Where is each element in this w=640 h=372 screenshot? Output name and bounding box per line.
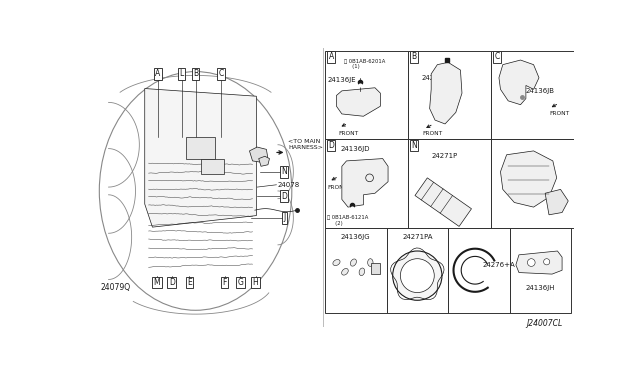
Text: J24007CL: J24007CL <box>527 319 563 328</box>
Bar <box>492 51 575 140</box>
Text: B: B <box>193 70 198 78</box>
Polygon shape <box>415 178 472 227</box>
Text: 24230QA: 24230QA <box>422 75 454 81</box>
Ellipse shape <box>359 268 365 276</box>
Bar <box>325 51 408 140</box>
Text: C: C <box>495 52 500 61</box>
Text: F: F <box>223 278 227 287</box>
Text: L: L <box>180 70 184 78</box>
Bar <box>325 140 408 228</box>
Polygon shape <box>516 251 562 274</box>
Text: A: A <box>328 52 333 61</box>
Text: D: D <box>169 278 175 287</box>
Bar <box>371 263 380 274</box>
Ellipse shape <box>350 259 356 266</box>
Text: D: D <box>328 141 334 150</box>
Text: 24078: 24078 <box>277 182 300 188</box>
Circle shape <box>393 251 442 300</box>
Text: FRONT: FRONT <box>338 131 358 136</box>
Text: FRONT: FRONT <box>549 112 569 116</box>
Polygon shape <box>429 62 462 124</box>
Text: 24271PA: 24271PA <box>402 234 433 240</box>
Polygon shape <box>499 60 539 105</box>
Circle shape <box>543 259 550 265</box>
Bar <box>408 140 492 228</box>
Text: E: E <box>187 278 192 287</box>
Text: D: D <box>281 192 287 201</box>
Text: N: N <box>412 141 417 150</box>
Polygon shape <box>342 158 388 207</box>
Text: Ⓑ 0B1AB-6121A
     (2): Ⓑ 0B1AB-6121A (2) <box>327 215 369 225</box>
Bar <box>492 140 575 228</box>
Text: <TO MAIN
HARNESS>: <TO MAIN HARNESS> <box>288 140 323 150</box>
Text: FRONT: FRONT <box>422 131 442 137</box>
Text: FRONT: FRONT <box>327 185 348 190</box>
Text: 24136JE: 24136JE <box>328 77 356 83</box>
Polygon shape <box>250 147 268 163</box>
Bar <box>186 137 215 158</box>
Text: N: N <box>281 167 287 176</box>
Circle shape <box>401 259 435 293</box>
Bar <box>201 158 224 174</box>
Text: 24136JB: 24136JB <box>526 88 555 94</box>
Text: G: G <box>237 278 243 287</box>
Bar <box>408 51 492 140</box>
Ellipse shape <box>367 259 373 266</box>
Polygon shape <box>545 189 568 215</box>
Text: Ⓑ 0B1AB-6201A
     (1): Ⓑ 0B1AB-6201A (1) <box>344 58 385 69</box>
Bar <box>387 228 448 312</box>
Text: B: B <box>412 52 417 61</box>
Polygon shape <box>500 151 557 207</box>
Text: M: M <box>154 278 161 287</box>
Text: 24136JH: 24136JH <box>526 285 556 291</box>
Ellipse shape <box>342 269 348 275</box>
Text: 24079Q: 24079Q <box>101 283 131 292</box>
Ellipse shape <box>333 260 340 266</box>
Circle shape <box>527 259 535 266</box>
Text: 24271P: 24271P <box>431 153 458 159</box>
Text: 24136JG: 24136JG <box>341 234 371 240</box>
Text: H: H <box>253 278 259 287</box>
Bar <box>509 228 572 312</box>
Polygon shape <box>259 156 269 166</box>
Polygon shape <box>145 89 257 227</box>
Text: C: C <box>218 70 223 78</box>
Bar <box>325 228 387 312</box>
Text: 24136JD: 24136JD <box>340 145 370 152</box>
Polygon shape <box>337 88 380 116</box>
Text: 24276+A: 24276+A <box>483 262 516 268</box>
Text: J: J <box>283 214 285 222</box>
Bar <box>448 228 509 312</box>
Text: 24276M: 24276M <box>520 183 548 189</box>
Text: A: A <box>156 70 161 78</box>
